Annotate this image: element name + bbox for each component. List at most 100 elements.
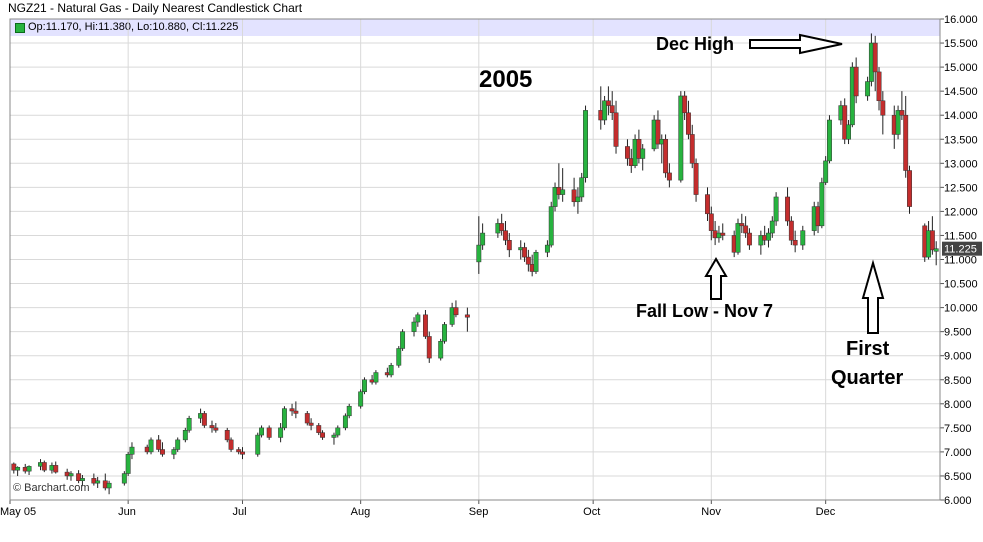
candle-body-down xyxy=(53,465,59,473)
candle-body-down xyxy=(160,449,165,455)
y-tick-label: 14.000 xyxy=(944,110,978,122)
candle-body-up xyxy=(358,391,364,407)
x-tick-label: Aug xyxy=(351,506,371,518)
candle-body-up xyxy=(68,473,74,477)
candle-body-up xyxy=(819,182,825,227)
candle-body-down xyxy=(605,100,611,106)
candle-body-down xyxy=(499,223,505,231)
candle-body-down xyxy=(613,112,619,147)
y-tick-label: 15.500 xyxy=(944,38,978,50)
candle-body-up xyxy=(411,321,417,332)
candle-body-down xyxy=(689,134,695,164)
candle-body-up xyxy=(278,427,284,438)
annotation-fall-low: Fall Low - Nov 7 xyxy=(636,301,774,321)
y-tick-label: 14.500 xyxy=(944,86,978,98)
candle-body-down xyxy=(308,422,314,426)
candle-body-up xyxy=(129,446,135,455)
y-tick-label: 13.500 xyxy=(944,134,978,146)
candle-body-down xyxy=(788,220,794,241)
candle-body-up xyxy=(579,177,585,198)
up-candle-swatch-icon xyxy=(15,23,25,33)
y-tick-label: 6.000 xyxy=(944,495,972,507)
candle-body-up xyxy=(480,232,486,246)
candle-body-down xyxy=(899,110,905,116)
candle-body-up xyxy=(895,110,901,135)
candle-body-down xyxy=(213,427,219,431)
y-tick-label: 8.500 xyxy=(944,375,972,387)
candle-body-down xyxy=(76,473,82,482)
candle-body-up xyxy=(281,408,287,429)
chart-title: NGZ21 - Natural Gas - Daily Nearest Cand… xyxy=(8,1,303,15)
last-price-label: 11.225 xyxy=(944,244,977,256)
plot-border xyxy=(9,18,941,501)
candle-body-down xyxy=(739,223,745,227)
candle-body-down xyxy=(266,427,272,438)
x-tick-label: Jun xyxy=(118,506,136,518)
candle-body-up xyxy=(106,482,112,489)
candle-body-up xyxy=(171,449,177,455)
candle-body-up xyxy=(640,148,646,159)
candle-body-up xyxy=(400,331,406,349)
candle-body-up xyxy=(552,187,558,207)
candle-body-down xyxy=(663,139,669,174)
candle-body-up xyxy=(26,466,32,472)
candle-body-down xyxy=(880,100,886,116)
candle-body-up xyxy=(396,348,402,366)
candle-body-down xyxy=(685,112,691,135)
y-tick-label: 16.000 xyxy=(944,14,978,26)
candle-body-down xyxy=(289,408,295,412)
candle-body-down xyxy=(708,213,714,231)
candle-body-down xyxy=(625,146,630,159)
y-tick-label: 15.000 xyxy=(944,62,978,74)
candle-body-down xyxy=(571,189,577,203)
candle-body-up xyxy=(388,365,394,376)
candle-body-up xyxy=(346,405,352,417)
annotation-year: 2005 xyxy=(479,66,533,93)
candle-body-up xyxy=(125,454,131,474)
candle-body-up xyxy=(476,244,482,263)
candle-body-up xyxy=(79,478,85,482)
candle-body-up xyxy=(827,119,832,162)
y-tick-label: 11.000 xyxy=(944,255,977,267)
candle-body-down xyxy=(929,230,935,251)
candle-body-up xyxy=(148,439,154,453)
annotation-dec-high: Dec High xyxy=(656,34,735,54)
candle-body-down xyxy=(201,413,207,426)
candle-body-up xyxy=(182,430,188,441)
candle-body-up xyxy=(255,434,261,455)
candle-body-up xyxy=(415,314,421,323)
candle-body-down xyxy=(746,232,752,246)
candle-body-up xyxy=(533,252,539,272)
candle-body-down xyxy=(224,430,230,441)
candle-body-up xyxy=(186,417,192,431)
y-tick-label: 6.500 xyxy=(944,471,972,483)
y-tick-label: 12.500 xyxy=(944,182,978,194)
candle-body-down xyxy=(693,163,699,195)
last-price-marker xyxy=(942,241,982,256)
candle-body-up xyxy=(259,427,265,436)
candle-body-up xyxy=(121,473,127,484)
candle-body-up xyxy=(602,100,608,121)
candle-body-down xyxy=(236,449,242,453)
candle-body-down xyxy=(609,105,615,114)
candle-body-up xyxy=(575,196,581,203)
candle-body-down xyxy=(320,432,325,438)
y-tick-label: 10.000 xyxy=(944,303,978,315)
x-tick-label: Jul xyxy=(233,506,247,518)
copyright-label: © Barchart.com xyxy=(13,482,90,494)
candle-body-down xyxy=(907,170,912,207)
x-tick-label: Dec xyxy=(816,506,836,518)
candle-body-down xyxy=(720,232,726,236)
candle-body-up xyxy=(175,439,181,450)
candle-body-down xyxy=(293,410,299,414)
candle-body-down xyxy=(316,425,322,433)
y-tick-label: 7.500 xyxy=(944,423,972,435)
y-tick-label: 10.500 xyxy=(944,279,978,291)
candle-body-down xyxy=(426,336,432,359)
candle-body-down xyxy=(682,95,688,114)
candle-body-down xyxy=(228,439,234,450)
candle-body-up xyxy=(735,223,741,253)
candle-body-down xyxy=(903,114,909,171)
candle-body-down xyxy=(240,451,245,455)
